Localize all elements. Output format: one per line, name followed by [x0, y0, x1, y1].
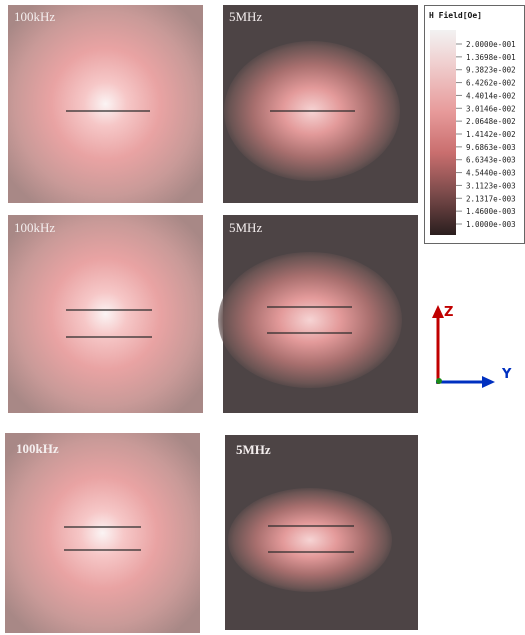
legend-value: 4.4014e-002	[466, 91, 516, 100]
panel-label: 100kHz	[14, 220, 55, 235]
panel-label: 5MHz	[236, 442, 271, 457]
page: 100kHz 5MHz 100kHz 5MHz 100kHz 5MHz H Fi…	[0, 0, 525, 635]
legend-value: 9.3823e-002	[466, 66, 516, 75]
field-blob	[218, 252, 402, 388]
panel-label: 100kHz	[16, 441, 59, 456]
legend-value: 1.4142e-002	[466, 130, 516, 139]
figure: 100kHz 5MHz 100kHz 5MHz 100kHz 5MHz H Fi…	[0, 0, 525, 635]
field-blob	[228, 488, 392, 592]
panel-label: 5MHz	[229, 220, 262, 235]
legend-title: H Field[Oe]	[429, 10, 482, 20]
panel-label: 5MHz	[229, 9, 262, 24]
legend-value: 6.4262e-002	[466, 79, 516, 88]
legend-value: 1.4600e-003	[466, 207, 516, 216]
panel-label: 100kHz	[14, 9, 55, 24]
z-arrow-head	[432, 305, 444, 318]
legend-value: 1.3698e-001	[466, 53, 516, 62]
y-axis-label: Y	[501, 367, 512, 382]
legend-value: 1.0000e-003	[466, 220, 516, 229]
legend-value: 4.5440e-003	[466, 169, 516, 178]
x-axis-dot	[436, 378, 442, 384]
legend-value: 9.6863e-003	[466, 143, 516, 152]
field-plot	[8, 215, 203, 413]
legend-value: 2.0648e-002	[466, 117, 516, 126]
field-plot	[5, 433, 200, 633]
legend-value: 2.1317e-003	[466, 194, 516, 203]
legend-value: 3.0146e-002	[466, 104, 516, 113]
legend-value: 6.6343e-003	[466, 156, 516, 165]
legend-value: 3.1123e-003	[466, 181, 516, 190]
z-axis-label: Z	[444, 305, 453, 320]
legend-value: 2.0000e-001	[466, 40, 516, 49]
field-plot	[8, 5, 203, 203]
legend-colorbar	[430, 30, 456, 235]
y-arrow-head	[482, 376, 495, 388]
